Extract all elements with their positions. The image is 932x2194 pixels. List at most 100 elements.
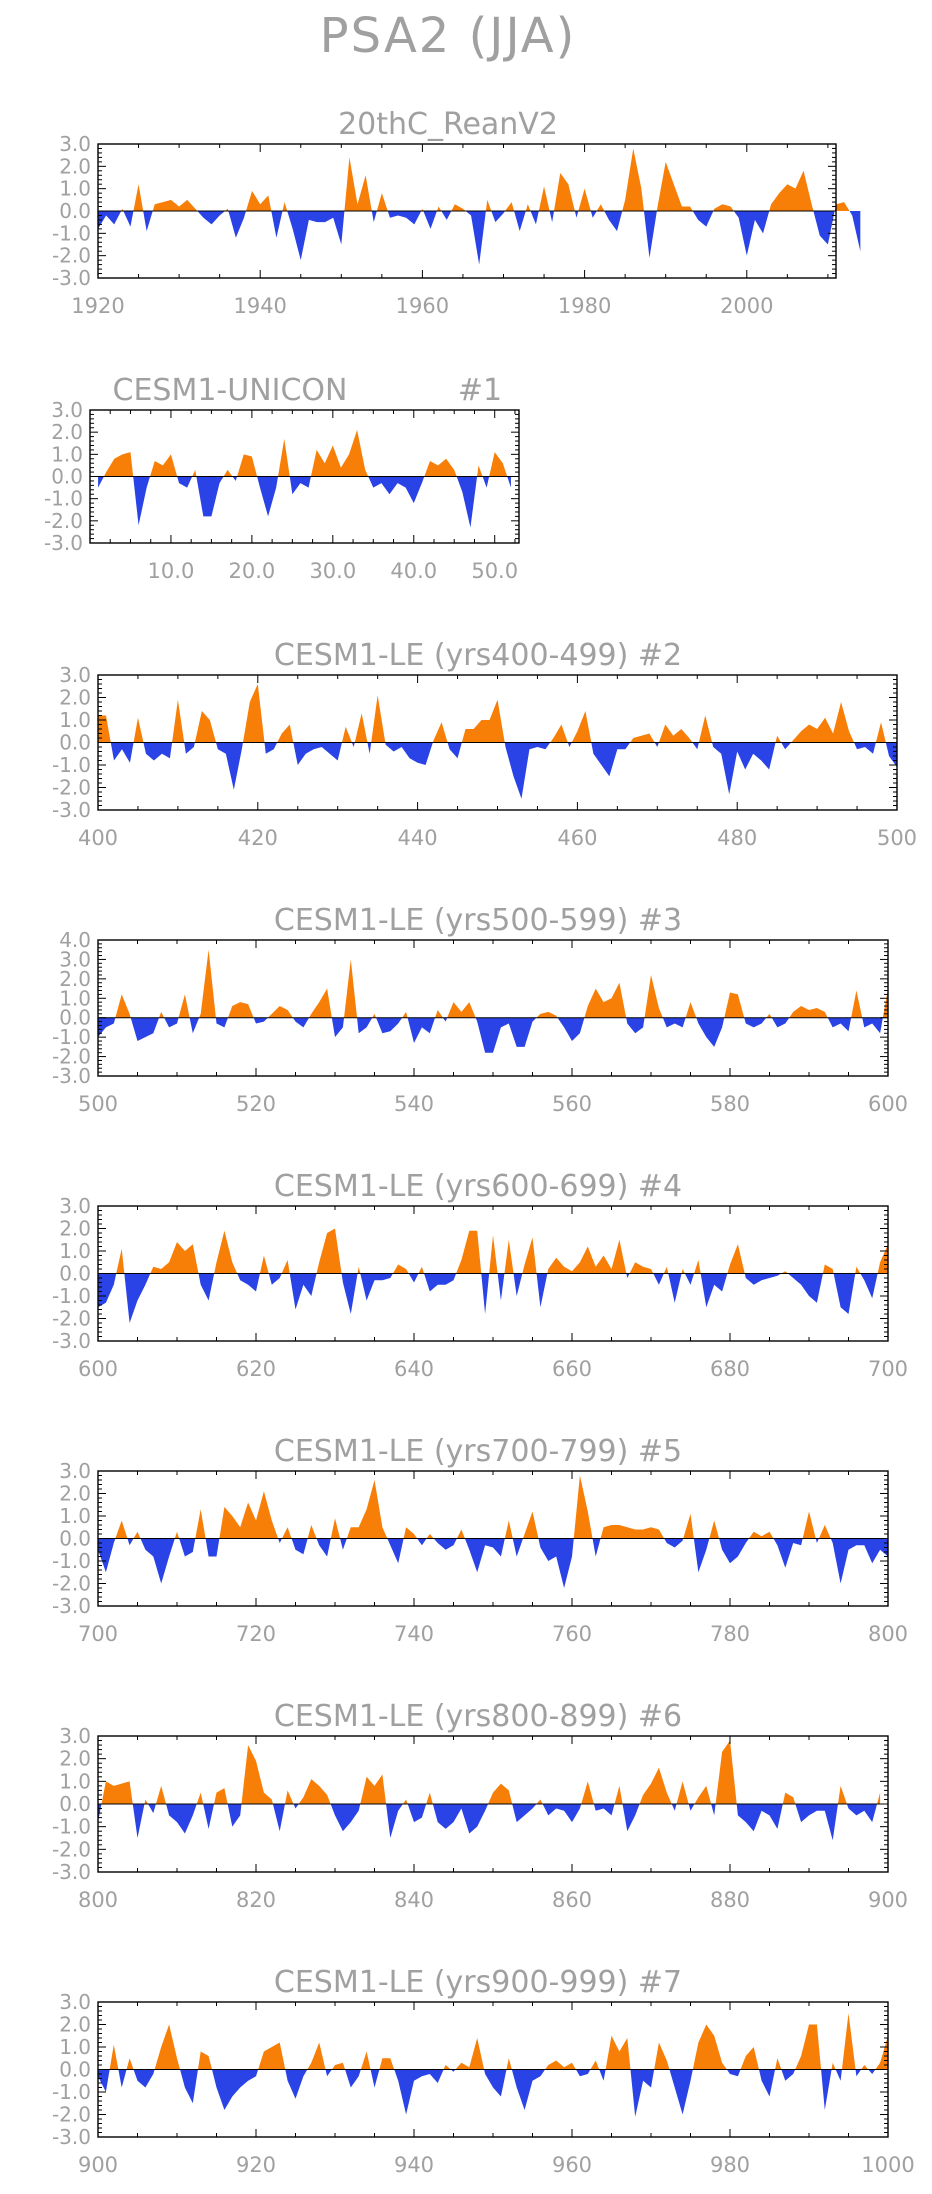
- y-tick-label: -1.0: [52, 1815, 91, 1839]
- x-tick-label: 940: [394, 2153, 434, 2177]
- y-tick-label: 1.0: [51, 442, 83, 466]
- y-tick-label: -2.0: [52, 1837, 91, 1861]
- y-tick-label: -3.0: [52, 1064, 91, 1088]
- x-tick-label: 700: [78, 1622, 118, 1646]
- chart-panel-2: CESM1-UNICON #1 3.02.01.00.0-1.0-2.0-3.0 10…: [44, 373, 520, 583]
- figure-title: PSA2 (JJA): [320, 8, 577, 64]
- y-tick-label: 1.0: [59, 708, 91, 732]
- negative-area: [98, 2069, 876, 2117]
- x-tick-label: 500: [877, 826, 917, 850]
- y-tick-label: -3.0: [52, 1860, 91, 1884]
- x-tick-label: 600: [78, 1357, 118, 1381]
- x-tick-label: 500: [78, 1092, 118, 1116]
- y-tick-label: 4.0: [59, 928, 91, 952]
- positive-area: [121, 148, 850, 211]
- x-tick-label: 800: [868, 1622, 908, 1646]
- positive-area: [109, 2013, 888, 2070]
- x-tick-label: 40.0: [390, 559, 437, 583]
- y-tick-label: 1.0: [59, 1239, 91, 1263]
- x-tick-label: 780: [710, 1622, 750, 1646]
- y-tick-label: 1.0: [59, 177, 91, 201]
- negative-area: [98, 1017, 883, 1053]
- plot-frame: [89, 409, 520, 544]
- x-tick-label: 400: [78, 826, 118, 850]
- x-tick-label: 1940: [233, 294, 286, 318]
- plot-frame: [97, 674, 898, 811]
- data-points: [97, 1475, 888, 1589]
- y-tick-label: -3.0: [52, 2125, 91, 2149]
- negative-area: [110, 742, 897, 799]
- y-tick-label: 3.0: [59, 1459, 91, 1483]
- y-tick-label: 0.0: [59, 1527, 91, 1551]
- chart-panel-5: CESM1-LE (yrs600-699) #4 3.02.01.00.0-1.0…: [52, 1169, 908, 1381]
- y-tick-label: 3.0: [59, 1194, 91, 1218]
- y-tick-label: 1.0: [59, 986, 91, 1010]
- y-tick-label: 0.0: [59, 1792, 91, 1816]
- positive-area: [101, 1740, 881, 1804]
- y-tick-label: -2.0: [52, 1572, 91, 1596]
- x-tick-label: 880: [710, 1888, 750, 1912]
- x-tick-label: 20.0: [229, 559, 276, 583]
- data-points: [97, 2013, 888, 2118]
- y-tick-label: 1.0: [59, 2035, 91, 2059]
- y-tick-label: -1.0: [52, 1025, 91, 1049]
- x-tick-label: 720: [236, 1622, 276, 1646]
- y-tick-label: -3.0: [52, 1594, 91, 1618]
- positive-area: [115, 1475, 831, 1539]
- x-tick-label: 820: [236, 1888, 276, 1912]
- plot-frame: [97, 939, 889, 1077]
- x-tick-label: 30.0: [309, 559, 356, 583]
- x-tick-label: 740: [394, 1622, 434, 1646]
- x-tick-label: 2000: [720, 294, 773, 318]
- x-tick-label: 840: [394, 1888, 434, 1912]
- panel-title: CESM1-LE (yrs400-499) #2: [274, 638, 682, 673]
- y-tick-label: -1.0: [44, 487, 83, 511]
- y-tick-label: 2.0: [59, 686, 91, 710]
- plot-frame: [97, 1205, 889, 1342]
- y-tick-label: -2.0: [52, 2103, 91, 2127]
- x-tick-label: 50.0: [471, 559, 518, 583]
- x-tick-label: 440: [398, 826, 438, 850]
- y-tick-label: -1.0: [52, 753, 91, 777]
- y-tick-label: -2.0: [52, 244, 91, 268]
- x-tick-label: 460: [557, 826, 597, 850]
- panel-title: CESM1-LE (yrs600-699) #4: [274, 1169, 682, 1204]
- data-points: [97, 1740, 880, 1841]
- positive-area: [103, 429, 508, 477]
- y-tick-label: 2.0: [59, 1217, 91, 1241]
- y-tick-label: 3.0: [59, 132, 91, 156]
- x-tick-label: 480: [717, 826, 757, 850]
- panel-title: CESM1-UNICON: [113, 373, 348, 408]
- x-tick-label: 920: [236, 2153, 276, 2177]
- plot-frame: [97, 1470, 889, 1607]
- x-tick-label: 620: [236, 1357, 276, 1381]
- x-tick-label: 520: [236, 1092, 276, 1116]
- x-tick-label: 960: [552, 2153, 592, 2177]
- y-tick-label: -1.0: [52, 1284, 91, 1308]
- positive-area: [98, 684, 886, 743]
- x-tick-label: 1980: [558, 294, 611, 318]
- y-tick-label: 0.0: [51, 465, 83, 489]
- x-tick-label: 900: [78, 2153, 118, 2177]
- y-tick-label: 0.0: [59, 731, 91, 755]
- negative-area: [98, 1538, 888, 1588]
- y-tick-label: -2.0: [52, 776, 91, 800]
- data-point: [860, 251, 861, 252]
- y-tick-label: 0.0: [59, 199, 91, 223]
- y-tick-label: -2.0: [52, 1307, 91, 1331]
- x-tick-label: 420: [238, 826, 278, 850]
- negative-area: [98, 1273, 878, 1323]
- x-tick-label: 660: [552, 1357, 592, 1381]
- x-tick-label: 760: [552, 1622, 592, 1646]
- y-tick-label: -1.0: [52, 221, 91, 245]
- chart-panel-6: CESM1-LE (yrs700-799) #5 3.02.01.00.0-1.0…: [52, 1434, 908, 1646]
- y-tick-label: -1.0: [52, 2080, 91, 2104]
- x-tick-label: 580: [710, 1092, 750, 1116]
- y-tick-label: 2.0: [59, 967, 91, 991]
- y-tick-label: 2.0: [59, 2013, 91, 2037]
- y-tick-label: 0.0: [59, 1006, 91, 1030]
- positive-area: [116, 1228, 888, 1274]
- x-tick-label: 540: [394, 1092, 434, 1116]
- y-tick-label: -3.0: [44, 531, 83, 555]
